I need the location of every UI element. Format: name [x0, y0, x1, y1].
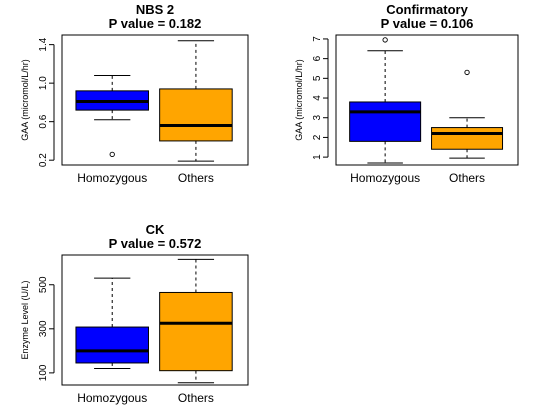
plot-frame — [61, 254, 249, 386]
iqr-box — [159, 88, 233, 142]
x-category-label: Others — [449, 171, 485, 185]
y-tick-label: 0.2 — [38, 153, 49, 167]
y-tick-label: 6 — [312, 55, 323, 61]
box-others — [431, 69, 504, 159]
x-category-label: Homozygous — [77, 171, 147, 185]
iqr-box — [349, 101, 422, 142]
y-tick-label: 2 — [312, 134, 323, 140]
y-tick-label: 1.4 — [38, 37, 49, 51]
box-homozygous — [349, 37, 422, 164]
chart-subtitle: P value = 0.106 — [381, 16, 474, 31]
y-tick-label: 7 — [312, 36, 323, 42]
y-tick-label: 1.0 — [38, 76, 49, 90]
y-axis-label: GAA (micromol/L/hr) — [294, 59, 304, 141]
y-tick-label: 4 — [312, 95, 323, 101]
plot-frame — [335, 34, 519, 166]
box-homozygous — [75, 277, 149, 369]
y-tick-label: 5 — [312, 75, 323, 81]
y-tick-label: 100 — [38, 364, 49, 381]
box-others — [159, 258, 233, 384]
chart-title: NBS 2 — [136, 2, 174, 17]
y-axis-label: Enzyme Level (U/L) — [20, 280, 30, 359]
box-others — [159, 40, 233, 162]
x-category-label: Homozygous — [77, 391, 147, 405]
y-tick-label: 300 — [38, 320, 49, 337]
iqr-box — [75, 326, 149, 364]
y-tick-label: 0.6 — [38, 114, 49, 128]
outlier-point — [382, 37, 388, 43]
chart-subtitle: P value = 0.182 — [109, 16, 202, 31]
chart-title: CK — [146, 222, 165, 237]
chart-panel-0: NBS 2P value = 0.182 0.2 0.6 1.0 1.4 GAA (mic… — [20, 2, 249, 185]
box-homozygous — [75, 74, 149, 158]
iqr-box — [431, 127, 504, 150]
x-category-label: Others — [178, 171, 214, 185]
outlier-point — [109, 151, 115, 158]
y-tick-label: 3 — [312, 115, 323, 121]
chart-panel-2: CKP value = 0.572 100 300 500 Enzyme Level (… — [20, 222, 249, 405]
y-axis-label: GAA (micromol/L/hr) — [20, 59, 30, 141]
x-category-label: Others — [178, 391, 214, 405]
iqr-box — [159, 291, 233, 372]
x-category-label: Homozygous — [350, 171, 420, 185]
y-tick-label: 1 — [312, 154, 323, 160]
plot-frame — [61, 34, 249, 166]
chart-subtitle: P value = 0.572 — [109, 236, 202, 251]
chart-title: Confirmatory — [386, 2, 468, 17]
outlier-point — [464, 69, 470, 76]
y-tick-label: 500 — [38, 276, 49, 293]
